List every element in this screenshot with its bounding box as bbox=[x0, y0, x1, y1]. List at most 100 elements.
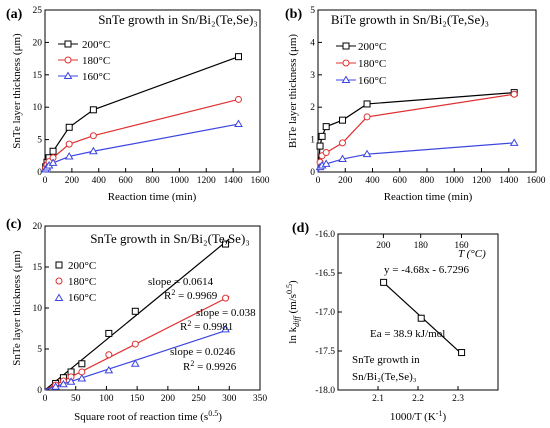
panel-b-data-point bbox=[338, 154, 347, 163]
panel-a-xtick-label: 800 bbox=[145, 176, 160, 186]
panel-b-label: (b) bbox=[285, 7, 302, 22]
legend-marker-200 bbox=[342, 42, 350, 50]
panel-c-data-point bbox=[221, 324, 230, 333]
panel-d-ylabel-sup: 0.5 bbox=[285, 284, 294, 294]
panel-a-xtick-label: 1600 bbox=[251, 176, 270, 186]
panel-b-xtick-label: 200 bbox=[338, 176, 353, 186]
panel-a-title: SnTe growth in Sn/Bi₂(Te,Se)₃ bbox=[98, 12, 258, 27]
panel-b-data-point bbox=[321, 159, 331, 167]
panel-c-fit-line bbox=[44, 328, 230, 391]
legend-marker-180 bbox=[64, 56, 72, 64]
panel-c-data-point bbox=[66, 377, 76, 385]
panel-a-xtick-label: 1400 bbox=[224, 176, 243, 186]
panel-a-data-point bbox=[48, 158, 58, 166]
panel-a-xtick-label: 200 bbox=[65, 176, 80, 186]
panel-b-data-point bbox=[362, 149, 372, 158]
panel-d-xtick-label: 2.1 bbox=[372, 394, 384, 404]
panel-a-label: (a) bbox=[6, 7, 23, 22]
panel-d-ytick-label: -16.5 bbox=[315, 269, 335, 279]
panel-c-ytick-label: 0 bbox=[37, 386, 42, 396]
panel-d-data-point bbox=[458, 349, 466, 357]
panel-b-series-line bbox=[317, 142, 515, 173]
panel-c: (c) 0 50 100 150 200 250 300 350 0 5 10 15 20 SnTe g… bbox=[6, 217, 267, 423]
panel-b-frame bbox=[317, 9, 537, 173]
panel-b-data-point bbox=[316, 142, 324, 150]
panel-a: (a) 0 200 400 600 800 1000 1200 1400 1600 0 5 10 15 2… bbox=[6, 6, 270, 203]
r2-160-r: R bbox=[183, 361, 191, 373]
panel-d-xtick-label: 2.2 bbox=[412, 394, 424, 404]
panel-a-ylabel: SnTe layer thickness (μm) bbox=[11, 33, 23, 149]
panel-a-legend: 200°C 180°C 160°C bbox=[58, 39, 110, 83]
r2-180-value: = 0.9981 bbox=[191, 321, 233, 333]
panel-c-data-point bbox=[77, 374, 87, 382]
legend-marker-160 bbox=[63, 71, 73, 79]
legend-marker-200 bbox=[55, 261, 63, 269]
r2-180-sup: 2 bbox=[187, 319, 191, 328]
panel-d-xlabel: 1000/T (K-1) bbox=[390, 409, 447, 423]
panel-d-xlabel-sup: -1 bbox=[436, 409, 443, 418]
panel-d-label: (d) bbox=[292, 221, 309, 236]
panel-d-caption-2: Sn/Bi₂(Te,Se)₃ bbox=[352, 371, 417, 383]
panel-a-legend-180: 180°C bbox=[82, 55, 110, 67]
r2-200-value: = 0.9969 bbox=[175, 290, 217, 302]
r2-200-sup: 2 bbox=[171, 288, 175, 297]
panel-a-data-point bbox=[235, 53, 242, 61]
panel-c-data-point bbox=[105, 351, 113, 359]
panel-b-xlabel: Reaction time (min) bbox=[384, 191, 473, 203]
r2-160-value: = 0.9926 bbox=[194, 361, 236, 373]
panel-b: (b) 0 200 400 600 800 1000 1200 1400 1600012345 … bbox=[285, 6, 546, 203]
panel-d-top-tick-label: 160 bbox=[454, 241, 469, 251]
panel-a-data-point bbox=[65, 140, 73, 148]
panel-c-data-point bbox=[105, 329, 113, 337]
panel-c-ytick-label: 10 bbox=[33, 304, 43, 314]
panel-a-data-point bbox=[89, 146, 98, 155]
panel-b-data-point bbox=[322, 149, 330, 157]
panel-c-xtick-label: 0 bbox=[43, 394, 48, 404]
r2-200-r: R bbox=[164, 290, 172, 302]
slope-180-label: slope = 0.038 bbox=[196, 307, 256, 319]
panel-a-xlabel: Reaction time (min) bbox=[108, 191, 197, 203]
panel-d-top-tick-label: 200 bbox=[376, 241, 391, 251]
panel-a-ytick-label: 20 bbox=[33, 38, 43, 48]
panel-c-xtick-label: 300 bbox=[222, 394, 237, 404]
panel-d-ytick-label: -18.0 bbox=[315, 386, 335, 396]
panel-b-data-point bbox=[509, 138, 519, 146]
panel-b-xtick-label: 1200 bbox=[472, 176, 491, 186]
r2-200-label: R2 = 0.9969 bbox=[164, 288, 218, 302]
panel-b-xtick-label: 1400 bbox=[499, 176, 518, 186]
panel-b-xtick-label: 400 bbox=[365, 176, 380, 186]
panel-d-caption-1: SnTe growth in bbox=[352, 354, 420, 366]
panel-c-xtick-label: 350 bbox=[253, 394, 268, 404]
panel-a-ytick-label: 0 bbox=[37, 168, 42, 178]
panel-a-ytick-label: 15 bbox=[33, 71, 43, 81]
panel-c-ytick-label: 15 bbox=[33, 263, 43, 273]
panel-b-xtick-label: 0 bbox=[316, 176, 321, 186]
panel-c-data-point bbox=[131, 307, 139, 315]
panel-d-xlabel-end: ) bbox=[442, 411, 446, 423]
panel-b-data-point bbox=[510, 90, 518, 98]
panel-a-series-line bbox=[44, 56, 239, 173]
panel-d-ylabel-pre: ln k bbox=[287, 326, 299, 343]
panel-c-xlabel-sup: 0.5 bbox=[208, 409, 218, 418]
panel-b-ytick-label: 2 bbox=[310, 103, 315, 113]
panel-c-ytick-label: 5 bbox=[37, 345, 42, 355]
panel-a-xtick-label: 1000 bbox=[170, 176, 189, 186]
panel-c-data-point bbox=[130, 359, 140, 367]
panel-d-top-axis-label: T (°C) bbox=[458, 248, 486, 260]
panel-b-title: BiTe growth in Sn/Bi₂(Te,Se)₃ bbox=[331, 12, 489, 27]
legend-marker-200 bbox=[64, 40, 72, 48]
panel-c-legend-180: 180°C bbox=[68, 276, 96, 288]
panel-b-ytick-label: 5 bbox=[310, 6, 315, 16]
panel-c-xtick-label: 200 bbox=[161, 394, 176, 404]
panel-b-data-point bbox=[322, 123, 330, 131]
panel-a-data-point bbox=[234, 119, 243, 128]
panel-d-ytick-label: -16.0 bbox=[315, 230, 335, 240]
legend-marker-160 bbox=[54, 293, 64, 301]
panel-a-xtick-label: 0 bbox=[43, 176, 48, 186]
r2-180-r: R bbox=[180, 321, 188, 333]
panel-b-ytick-label: 1 bbox=[310, 136, 315, 146]
panel-d-plot-area: 2.1 2.2 2.3 -16.0 -16.5 -17.0 -17.5 -18.0 200 180… bbox=[315, 230, 499, 404]
panel-d-data-point bbox=[380, 278, 388, 286]
panel-b-data-point bbox=[363, 100, 371, 108]
